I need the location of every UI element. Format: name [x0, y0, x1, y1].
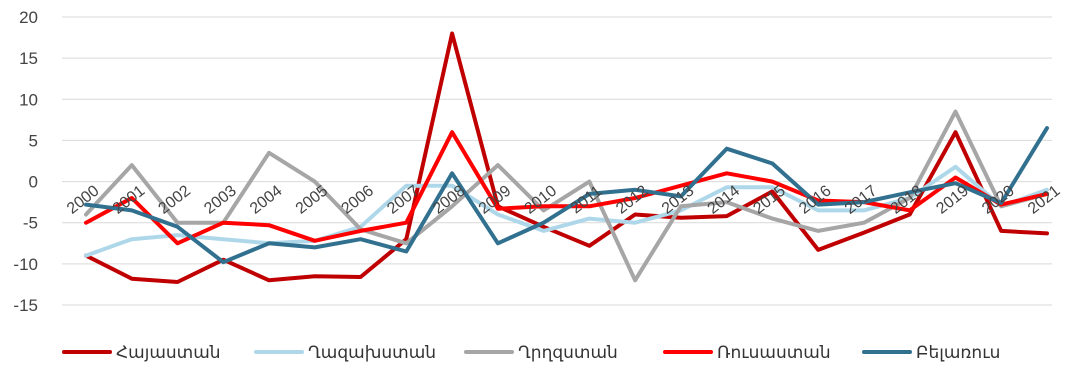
legend: Հայաստան Ղազախստան Ղրղզստան Ռուսաստան Բելառո… [62, 343, 1000, 362]
x-tick-label: 2004 [247, 182, 286, 217]
series-lines [84, 31, 1049, 284]
legend-label: Ռուսաստան [717, 343, 831, 362]
x-tick-label: 2021 [1025, 182, 1064, 217]
series-line-2 [84, 109, 1049, 283]
y-tick-label: -10 [13, 255, 38, 274]
x-tick-label: 2000 [64, 182, 103, 217]
y-tick-label: -15 [13, 296, 38, 315]
legend-label: Ղրղզստան [518, 343, 618, 362]
y-tick-label: 0 [29, 173, 38, 192]
x-tick-label: 2005 [293, 182, 332, 217]
series-line-4 [84, 126, 1049, 265]
x-tick-label: 2017 [842, 182, 881, 217]
y-tick-label: -5 [23, 214, 38, 233]
series-line-0 [84, 31, 1049, 284]
x-tick-label: 2012 [613, 182, 652, 217]
x-tick-label: 2006 [339, 182, 378, 217]
legend-label: Ղազախստան [308, 343, 436, 362]
legend-label: Հայաստան [116, 343, 221, 362]
x-tick-label: 2002 [155, 182, 194, 217]
x-tick-label: 2011 [568, 183, 606, 218]
y-axis-ticks: -15 -10 -5 0 5 10 15 20 [13, 8, 38, 315]
x-tick-label: 2018 [888, 182, 927, 217]
x-tick-label: 2010 [522, 182, 561, 217]
x-tick-label: 2003 [201, 182, 240, 217]
y-tick-label: 20 [19, 8, 38, 27]
y-tick-label: 5 [29, 131, 38, 150]
y-tick-label: 10 [19, 90, 38, 109]
gridlines [62, 16, 1052, 306]
legend-label: Բելառուս [916, 343, 1000, 362]
series-line-1 [84, 164, 1049, 258]
y-tick-label: 15 [19, 49, 38, 68]
